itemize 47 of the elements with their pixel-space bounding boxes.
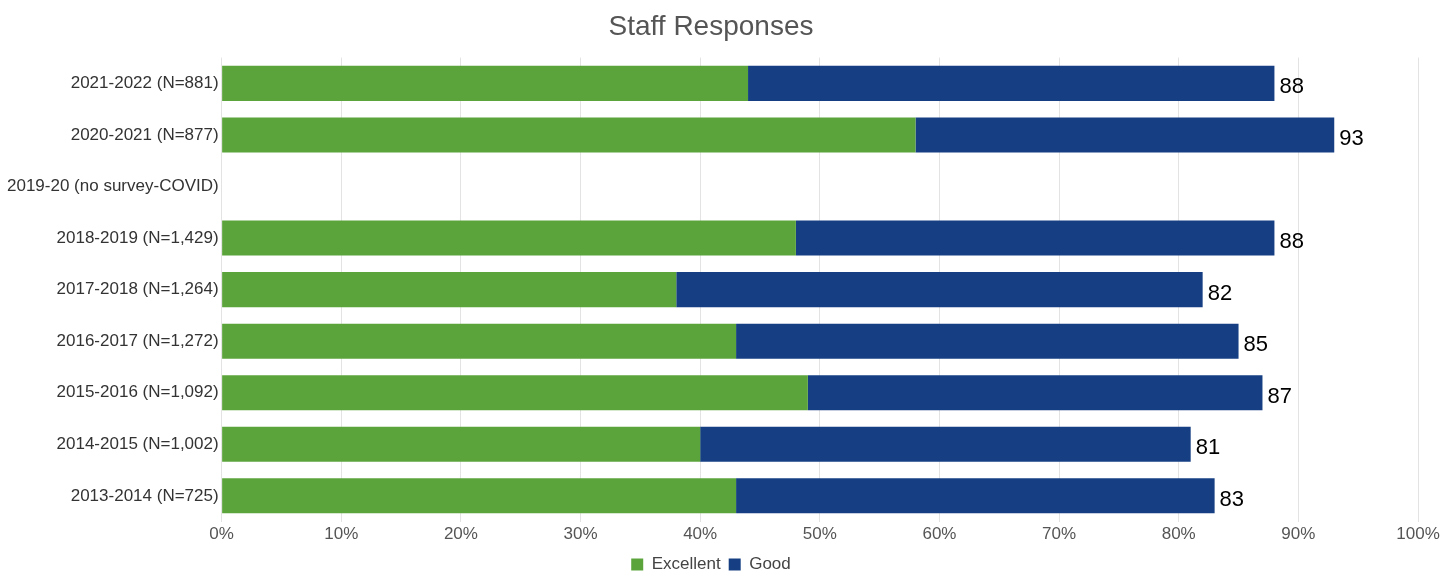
bar xyxy=(222,65,749,101)
chart-title: Staff Responses xyxy=(608,9,814,41)
x-tick-label: 100% xyxy=(1396,524,1440,544)
total-label: 93 xyxy=(1339,125,1364,150)
bar xyxy=(700,426,1191,462)
total-label: 88 xyxy=(1279,228,1304,254)
bar xyxy=(222,375,808,411)
total-label: 88 xyxy=(1279,73,1304,99)
bar xyxy=(807,375,1263,411)
y-tick-label: 2021-2022 (N=881) xyxy=(70,73,219,93)
y-tick-label: 2015-2016 (N=1,092) xyxy=(56,382,219,402)
bar xyxy=(676,272,1203,308)
bar xyxy=(222,220,796,256)
y-tick-label: 2014-2015 (N=1,002) xyxy=(56,433,219,453)
x-tick-label: 20% xyxy=(443,524,478,544)
total-label: 87 xyxy=(1267,382,1292,408)
total-label: 85 xyxy=(1243,331,1269,357)
bar xyxy=(915,117,1335,153)
x-tick-label: 10% xyxy=(324,524,359,544)
total-label: 83 xyxy=(1219,485,1245,511)
y-tick-label: 2018-2019 (N=1,429) xyxy=(56,227,219,247)
bar xyxy=(222,272,677,308)
y-tick-label: 2019-20 (no survey-COVID) xyxy=(7,176,219,196)
y-tick-label: 2017-2018 (N=1,264) xyxy=(56,279,219,299)
total-label: 82 xyxy=(1207,279,1233,305)
bar xyxy=(748,65,1275,101)
y-tick-label: 2016-2017 (N=1,272) xyxy=(56,330,219,350)
y-tick-label: 2013-2014 (N=725) xyxy=(70,485,219,505)
y-tick-label: 2020-2021 (N=877) xyxy=(70,124,219,144)
legend-label: Good xyxy=(749,554,791,574)
bar xyxy=(795,220,1275,256)
bar xyxy=(222,323,737,359)
x-tick-label: 50% xyxy=(802,524,837,544)
x-tick-label: 0% xyxy=(209,524,234,544)
x-tick-label: 70% xyxy=(1042,524,1077,544)
x-tick-label: 60% xyxy=(922,524,957,544)
bar xyxy=(222,478,737,514)
bar xyxy=(736,323,1239,359)
x-tick-label: 30% xyxy=(563,524,598,544)
bar xyxy=(736,478,1215,514)
bar xyxy=(222,117,916,153)
x-tick-label: 80% xyxy=(1161,524,1196,544)
x-tick-label: 90% xyxy=(1281,524,1316,544)
legend-label: Excellent xyxy=(651,554,721,574)
bar xyxy=(222,426,701,462)
total-label: 81 xyxy=(1195,434,1221,460)
x-tick-label: 40% xyxy=(683,524,718,544)
